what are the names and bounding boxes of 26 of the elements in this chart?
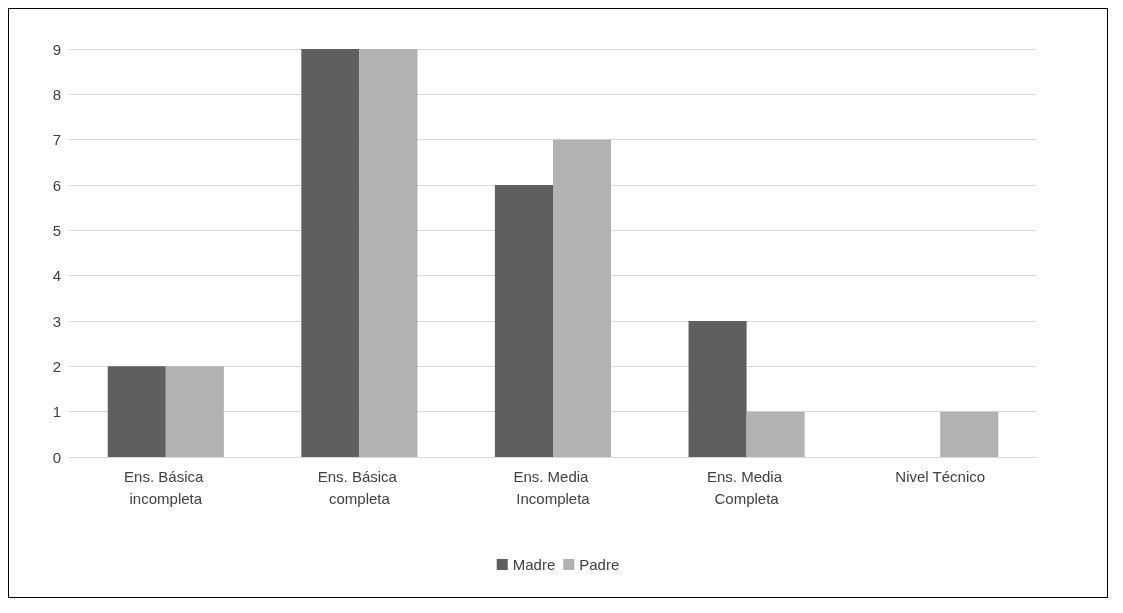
bar — [940, 411, 999, 457]
bar — [359, 49, 418, 457]
bar — [165, 366, 224, 457]
y-tick-label: 1 — [52, 403, 61, 421]
x-tick-label: Ens. Básica incompleta — [124, 467, 208, 507]
y-tick-label: 8 — [52, 85, 61, 103]
bar — [688, 321, 747, 457]
x-tick-label: Ens. Media Completa — [706, 467, 787, 507]
x-tick-label: Ens. Básica completa — [317, 467, 402, 507]
x-tick-label: Ens. Media Incompleta — [513, 467, 593, 507]
x-tick-label: Nivel Técnico — [895, 467, 986, 485]
y-tick-label: 3 — [52, 312, 61, 330]
legend-label: Padre — [579, 556, 620, 573]
y-tick-label: 0 — [52, 448, 61, 466]
legend-label: Madre — [512, 556, 556, 573]
y-tick-label: 6 — [52, 176, 61, 194]
bar — [107, 366, 166, 457]
y-tick-label: 4 — [52, 267, 61, 285]
bar — [494, 185, 553, 457]
y-tick-label: 9 — [52, 40, 61, 58]
bar — [553, 139, 612, 457]
y-tick-label: 7 — [52, 131, 61, 149]
y-tick-label: 2 — [52, 357, 61, 375]
bar — [301, 49, 360, 457]
y-tick-label: 5 — [52, 221, 61, 239]
bar — [746, 411, 805, 457]
